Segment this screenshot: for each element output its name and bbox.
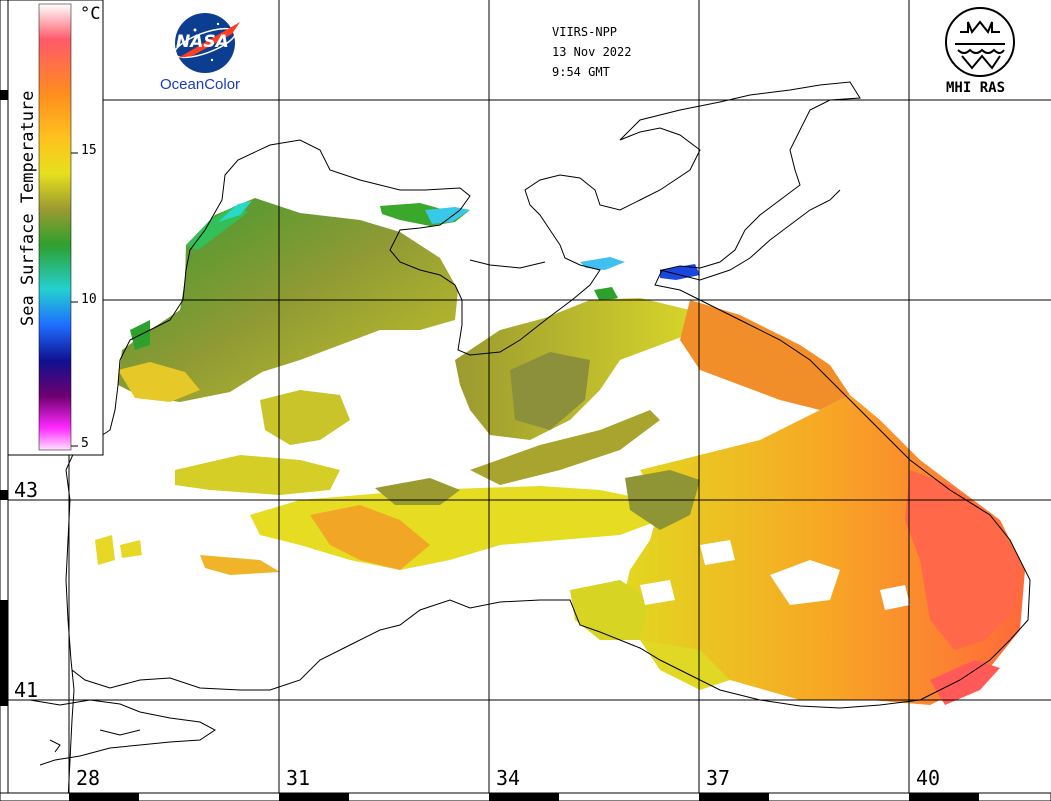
lat-label-41: 41: [14, 678, 39, 702]
sst-patch-small-west: [95, 535, 115, 565]
colorbar-tick-15: 15: [81, 143, 97, 158]
left-scale-bar: [0, 0, 9, 801]
mhi-logo: [945, 7, 1015, 77]
colorbar-title: Sea Surface Temperature: [18, 90, 38, 326]
colorbar-gradient: [38, 3, 72, 451]
sst-patch-central-west: [260, 390, 350, 445]
sst-patch-west-band: [175, 455, 340, 495]
lon-label-40: 40: [916, 766, 941, 790]
sst-patch-east-basin: [620, 395, 1025, 705]
sst-patch-central-olive: [510, 352, 590, 430]
sst-patches: [95, 198, 1025, 705]
sst-patch-odessa-warm: [118, 362, 200, 402]
lon-label-31: 31: [286, 766, 311, 790]
sst-patch-southeast-hot: [930, 660, 1000, 705]
coastline: [29, 81, 1031, 801]
bottom-scale-bar: [0, 792, 1051, 801]
lon-label-37: 37: [706, 766, 731, 790]
sst-patch-kerch-blue: [660, 264, 700, 280]
nasa-logo: [173, 13, 240, 73]
sst-patch-south-orange: [310, 505, 430, 570]
lon-label-34: 34: [496, 766, 521, 790]
satellite-name: VIIRS-NPP: [552, 25, 618, 39]
sst-patch-caucasus-coast: [680, 300, 850, 410]
sst-patch-east-hot: [905, 470, 1020, 650]
colorbar: [7, 0, 104, 456]
nasa-logo-text: NASA: [176, 32, 229, 52]
sst-patch-south-olive: [375, 478, 460, 505]
lon-label-28: 28: [76, 766, 101, 790]
mhi-ras-label: MHI RAS: [946, 80, 1006, 96]
sst-patch-nw-cyan: [218, 201, 252, 222]
sst-patch-se-yellow: [570, 580, 650, 640]
sst-patch-small-west2: [120, 540, 142, 558]
acquisition-date: 13 Nov 2022: [552, 45, 632, 59]
colorbar-tick-5: 5: [81, 436, 89, 451]
sst-patch-south-central: [250, 486, 660, 570]
sst-patch-kerch-cyan: [580, 257, 625, 270]
sst-patch-turkish-coast: [640, 640, 730, 690]
sst-patch-small-west3: [200, 555, 280, 575]
acquisition-time: 9:54 GMT: [552, 65, 610, 79]
lat-label-43: 43: [14, 478, 39, 502]
colorbar-tick-10: 10: [81, 292, 97, 307]
sst-patch-estuary-cyan: [425, 207, 470, 224]
cloud-masks: [640, 540, 910, 610]
oceancolor-label: OceanColor: [160, 76, 241, 93]
sst-patch-central-diag: [470, 410, 660, 485]
sst-patch-kerch-green: [594, 287, 618, 302]
colorbar-unit: °C: [80, 4, 101, 24]
